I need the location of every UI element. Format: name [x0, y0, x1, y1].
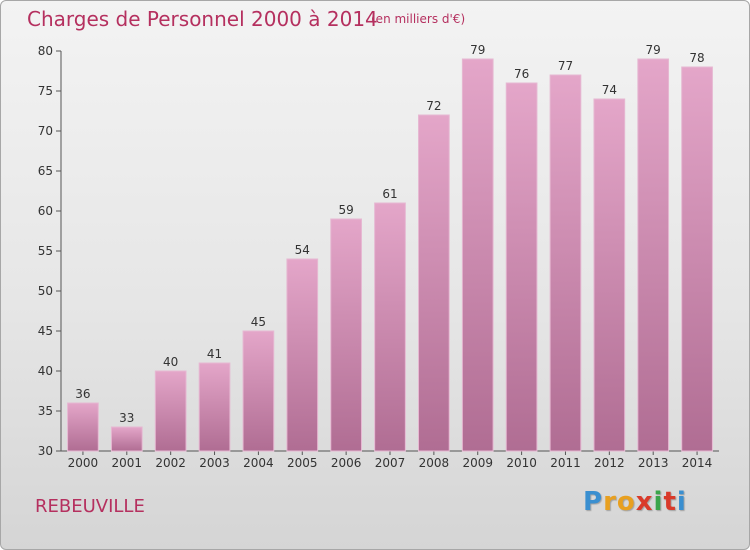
y-tick-label: 55	[38, 244, 53, 258]
data-label-2013: 79	[646, 43, 661, 57]
x-tick-label-2013: 2013	[638, 456, 669, 470]
y-tick-label: 80	[38, 44, 53, 58]
bar-2001[interactable]	[110, 426, 143, 452]
data-label-2012: 74	[602, 83, 617, 97]
y-tick-label: 45	[38, 324, 53, 338]
x-tick-label-2010: 2010	[506, 456, 537, 470]
bar-2008[interactable]	[418, 114, 450, 452]
data-label-2003: 41	[207, 347, 222, 361]
logo-letter: r	[603, 487, 617, 517]
bar-2010[interactable]	[505, 82, 538, 452]
bar-2009[interactable]	[461, 58, 494, 452]
x-tick-label-2004: 2004	[243, 456, 274, 470]
bar-2012[interactable]	[593, 98, 626, 452]
y-tick-label: 35	[38, 404, 53, 418]
chart-title: Charges de Personnel 2000 à 2014	[27, 7, 378, 31]
x-tick-label-2014: 2014	[682, 456, 713, 470]
x-tick-label-2000: 2000	[68, 456, 99, 470]
data-label-2001: 33	[119, 411, 134, 425]
bar-2002[interactable]	[154, 370, 187, 452]
data-label-2008: 72	[426, 99, 441, 113]
y-tick-label: 40	[38, 364, 53, 378]
data-label-2014: 78	[689, 51, 704, 65]
x-tick-label-2002: 2002	[155, 456, 186, 470]
chart-bars	[67, 58, 713, 452]
proxiti-logo[interactable]: Proxiti	[583, 487, 687, 517]
data-label-2002: 40	[163, 355, 178, 369]
data-label-2005: 54	[295, 243, 310, 257]
data-label-2011: 77	[558, 59, 573, 73]
y-tick-label: 50	[38, 284, 53, 298]
x-tick-label-2011: 2011	[550, 456, 581, 470]
data-label-2009: 79	[470, 43, 485, 57]
bar-2003[interactable]	[198, 362, 231, 452]
x-tick-label-2008: 2008	[419, 456, 450, 470]
y-tick-label: 70	[38, 124, 53, 138]
data-label-2000: 36	[75, 387, 90, 401]
logo-letter: t	[663, 487, 677, 517]
x-tick-label-2005: 2005	[287, 456, 318, 470]
data-label-2010: 76	[514, 67, 529, 81]
bar-2004[interactable]	[242, 330, 275, 452]
bar-2007[interactable]	[374, 202, 406, 452]
logo-letter: i	[653, 487, 664, 517]
x-tick-label-2006: 2006	[331, 456, 362, 470]
bar-2011[interactable]	[549, 74, 582, 452]
bar-2000[interactable]	[67, 402, 99, 452]
x-tick-label-2003: 2003	[199, 456, 230, 470]
x-tick-label-2009: 2009	[462, 456, 493, 470]
logo-letter: P	[583, 487, 604, 517]
bar-2006[interactable]	[330, 218, 362, 452]
y-tick-label: 75	[38, 84, 53, 98]
y-tick-label: 30	[38, 444, 53, 458]
x-tick-label-2007: 2007	[375, 456, 406, 470]
bar-2014[interactable]	[681, 66, 713, 452]
chart-subtitle: (en milliers d'€)	[371, 12, 466, 26]
logo-letter: i	[676, 487, 687, 517]
chart-axes: 30 35 40 45 50 55 60 65 70 75 80	[38, 44, 719, 458]
x-tick-label-2001: 2001	[112, 456, 143, 470]
chart-labels: 36 2000 33 2001 40 2002 41 2003 45 2004 54 2005 59 20…	[68, 43, 713, 470]
bar-2005[interactable]	[286, 258, 319, 452]
data-label-2004: 45	[251, 315, 266, 329]
data-label-2007: 61	[382, 187, 397, 201]
y-tick-label: 65	[38, 164, 53, 178]
logo-letter: x	[635, 487, 654, 517]
y-tick-label: 60	[38, 204, 53, 218]
bar-2013[interactable]	[637, 58, 670, 452]
logo-letter: o	[616, 487, 636, 517]
commune-name: REBEUVILLE	[35, 496, 145, 517]
data-label-2006: 59	[338, 203, 353, 217]
x-tick-label-2012: 2012	[594, 456, 625, 470]
